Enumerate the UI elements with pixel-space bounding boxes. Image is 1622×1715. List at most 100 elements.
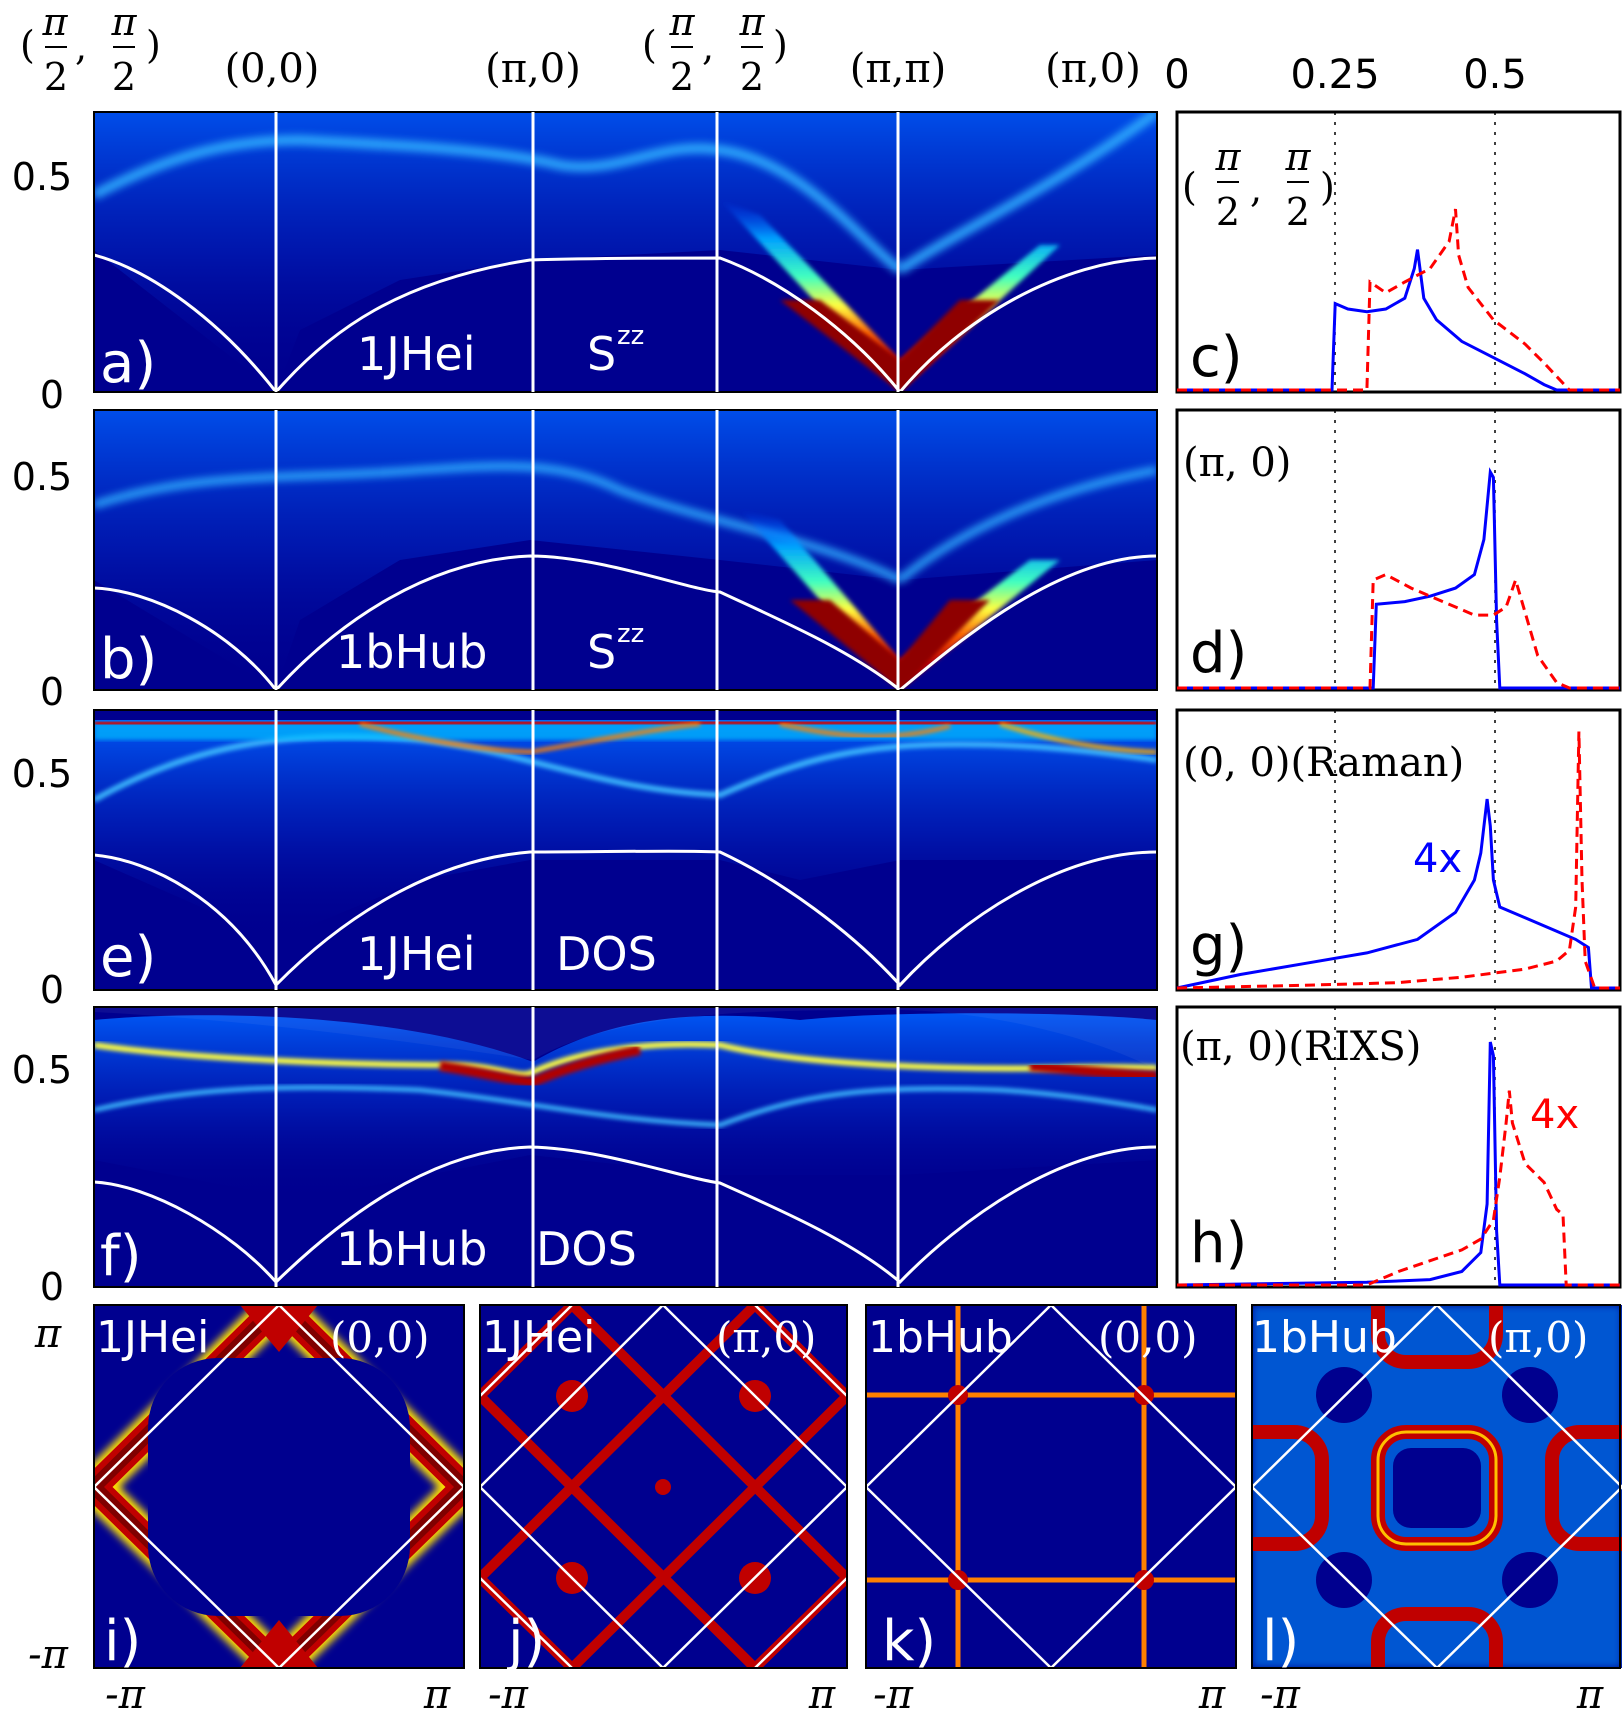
svg-text:π: π [1215,135,1242,179]
y-tick-a-05: 0.5 [12,155,72,199]
panel-i-overlays: 1JHei (0,0) i) [92,1303,466,1674]
svg-text:2: 2 [1216,190,1240,234]
panel-b-dispersion [94,554,1157,690]
panel-a-quantity: S [587,327,616,381]
panel-h-letter: h) [1190,1211,1247,1276]
panel-a-superscript: zz [617,321,644,351]
series-line-d-blue [1177,467,1620,690]
x-tick-l-right: π [1576,1672,1604,1715]
k-label-pi-0: (π,0) [485,46,581,92]
panel-b-model: 1bHub [336,625,487,679]
svg-text:2: 2 [44,55,68,99]
svg-text:π: π [669,0,696,44]
panel-f-model: 1bHub [336,1222,487,1276]
y-tick-f-05: 0.5 [12,1048,72,1092]
y-tick-f-0: 0 [40,1265,64,1309]
x-tick-k-right: π [1198,1672,1226,1715]
y-tick-b-0: 0 [40,670,64,714]
series-line-h-blue [1176,1041,1620,1287]
panel-i-letter: i) [104,1609,141,1674]
panel-a-overlays: a) 1JHei S zz [93,111,1158,396]
x-tick-j-right: π [808,1672,836,1715]
panel-l-q: (π,0) [1488,1313,1588,1362]
k-label-pi2-pi2-mid: ( π 2 , π 2 ) [642,0,788,99]
k-label-pi-0-end: (π,0) [1045,46,1141,92]
svg-text:2: 2 [1286,190,1310,234]
svg-text:): ) [1320,165,1335,209]
panel-f-heatmap [94,1007,1157,1287]
svg-text:2: 2 [670,55,694,99]
panel-h-4x-annotation: 4x [1530,1092,1579,1138]
series-line-d-red [1177,572,1620,690]
svg-text:): ) [146,23,161,67]
panel-j-model: 1JHei [482,1312,595,1363]
svg-text:2: 2 [740,55,764,99]
panel-e-model: 1JHei [357,927,476,981]
x-tick-i-left: -π [105,1672,146,1715]
panel-j-letter: j) [506,1609,545,1674]
panel-e-heatmap [94,710,1157,990]
panel-l-model: 1bHub [1252,1312,1397,1363]
series-line-h-red [1177,1090,1620,1287]
k-label-pi2-pi2-left: ( π 2 , π 2 ) [20,0,161,99]
panel-f-overlays: f) 1bHub DOS [93,1006,1158,1289]
svg-text:): ) [773,23,788,67]
x-tick-k-left: -π [873,1672,914,1715]
x-tick-j-left: -π [488,1672,529,1715]
y-tick-a-0: 0 [40,373,64,417]
panel-b-heatmap [94,410,1157,690]
panel-j-q: (π,0) [716,1313,816,1362]
k-label-gamma: (0,0) [225,46,320,92]
svg-text:(: ( [1182,165,1197,209]
panel-e-quantity: DOS [556,927,657,981]
series-line-g-blue [1176,798,1620,990]
x-tick-05: 0.5 [1463,52,1527,98]
panel-b-overlays: b) 1bHub S zz [93,409,1158,692]
panel-f-quantity: DOS [536,1222,637,1276]
panel-a-letter: a) [100,331,156,396]
panel-l-letter: l) [1262,1609,1299,1674]
panel-k-q: (0,0) [1098,1313,1198,1362]
bottom-ticks: π -π -π π -π π -π π -π π [28,1311,1604,1715]
svg-text:,: , [1250,167,1262,211]
panel-e-letter: e) [100,925,156,990]
k-path-labels: ( π 2 , π 2 ) (0,0) (π,0) ( π 2 , π 2 ) … [20,0,1141,99]
panel-b-letter: b) [100,627,157,692]
svg-text:π: π [42,0,69,44]
series-line-c-blue [1177,249,1620,392]
panel-k-overlays: 1bHub (0,0) k) [864,1303,1238,1674]
x-tick-i-right: π [423,1672,451,1715]
panel-d-title: (π, 0) [1183,440,1291,486]
panel-f-letter: f) [100,1224,142,1289]
panel-b-quantity: S [587,625,616,679]
panel-f-dispersion [94,1145,1157,1285]
panel-i-model: 1JHei [96,1312,209,1363]
panel-e-dispersion [94,849,1157,988]
x-tick-0: 0 [1164,52,1189,98]
series-line-c-red [1177,208,1620,392]
panel-l-overlays: 1bHub (π,0) l) [1250,1303,1622,1674]
panel-k-letter: k) [882,1609,936,1674]
panel-c: ( π 2 , π 2 ) c) [1175,110,1622,394]
panel-c-title: ( π 2 , π 2 ) [1182,135,1335,234]
panel-g-letter: g) [1190,914,1247,979]
svg-text:(: ( [20,23,35,67]
panel-k-heatmap [866,1305,1236,1668]
svg-text:(: ( [642,23,657,67]
panel-j-overlays: 1JHei (π,0) j) [478,1303,849,1674]
right-x-ticks: 0 0.25 0.5 [1164,52,1527,98]
panel-a-model: 1JHei [357,327,476,381]
svg-text:π: π [739,0,766,44]
panel-k-model: 1bHub [868,1312,1013,1363]
panel-b-superscript: zz [617,619,644,649]
panel-a-heatmap [94,112,1157,392]
line-series-layer [1176,208,1620,1287]
panel-a-dispersion [94,253,1157,392]
y-tick-i-top: π [34,1311,62,1357]
x-tick-l-left: -π [1260,1672,1301,1715]
svg-text:,: , [75,25,87,69]
panel-h-title: (π, 0)(RIXS) [1180,1024,1421,1070]
panel-g-4x-annotation: 4x [1413,836,1462,882]
panel-i-heatmap [94,1305,464,1668]
